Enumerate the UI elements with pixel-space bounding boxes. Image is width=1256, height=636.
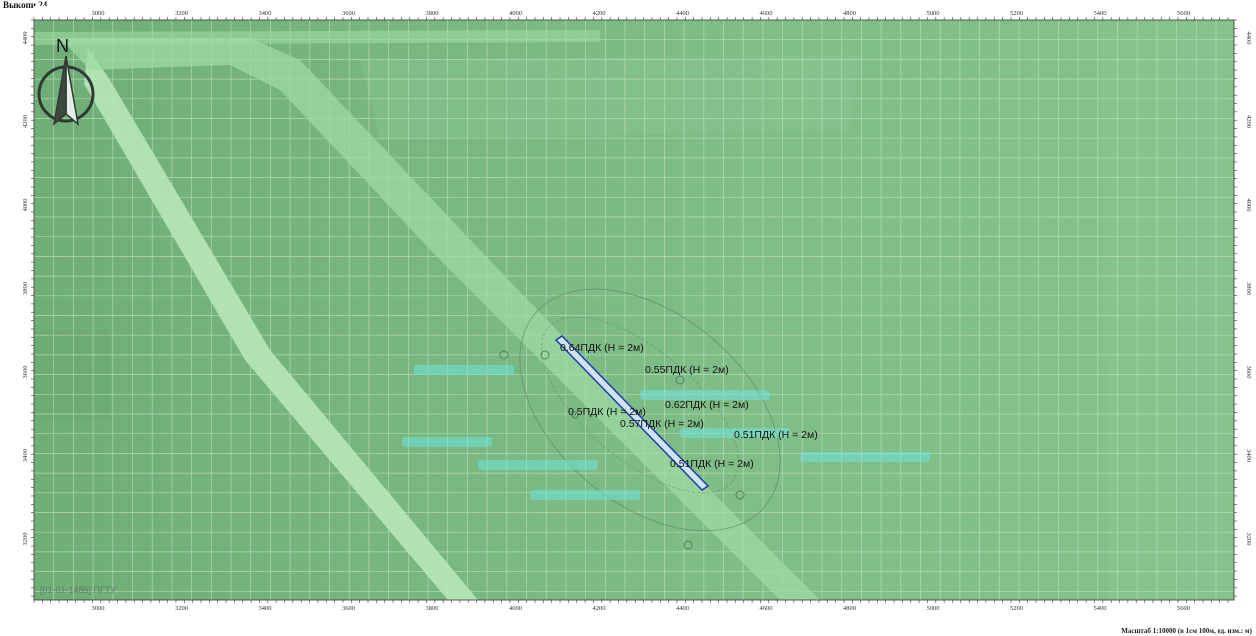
y-tick-label: 4200 <box>22 115 29 128</box>
left-axis-band <box>18 20 34 600</box>
y-tick-label: 3200 <box>22 533 29 546</box>
y-tick-label: 3600 <box>22 366 29 379</box>
map-source-tag: [01-01-1485] ПГТУ <box>40 585 117 595</box>
x-tick-label: 4000 <box>509 10 522 17</box>
conc-label: 0.64ПДК (H = 2м) <box>560 342 644 354</box>
x-tick-label: 3000 <box>92 10 105 17</box>
road-horizontal <box>34 30 600 45</box>
figure-caption: Выкопи 24 <box>3 0 48 10</box>
road-diagonal-left <box>84 48 478 600</box>
right-axis-band <box>1234 20 1254 600</box>
x-tick-label: 5600 <box>1177 605 1190 612</box>
y-tick-label: 3800 <box>1245 282 1252 295</box>
x-tick-label: 4200 <box>593 10 606 17</box>
north-arrow-icon: N <box>34 36 98 132</box>
y-tick-label: 3600 <box>1245 366 1252 379</box>
x-tick-label: 3800 <box>426 10 439 17</box>
y-tick-label: 3400 <box>1245 449 1252 462</box>
x-tick-label: 3200 <box>175 605 188 612</box>
minor-ticks <box>31 17 1237 603</box>
x-tick-label: 3000 <box>92 605 105 612</box>
x-tick-label: 4800 <box>843 10 856 17</box>
x-tick-label: 4800 <box>843 605 856 612</box>
x-tick-label: 4000 <box>509 605 522 612</box>
top-axis-band <box>34 6 1234 20</box>
x-tick-label: 5400 <box>1094 605 1107 612</box>
x-tick-label: 3800 <box>426 605 439 612</box>
concentration-labels: 0.64ПДК (H = 2м) 0.55ПДК (H = 2м) 0.62ПД… <box>560 342 818 470</box>
y-tick-label: 4000 <box>22 199 29 212</box>
x-tick-label: 3400 <box>259 605 272 612</box>
emission-source-line[interactable] <box>554 335 710 491</box>
y-tick-label: 4200 <box>1245 115 1252 128</box>
conc-label: 0.57ПДК (H = 2м) <box>620 418 704 430</box>
north-label: N <box>56 36 69 56</box>
conc-label: 0.5ПДК (H = 2м) <box>568 406 646 418</box>
x-tick-label: 4200 <box>593 605 606 612</box>
y-tick-label: 3400 <box>22 449 29 462</box>
conc-label: 0.62ПДК (H = 2м) <box>665 399 749 411</box>
x-tick-label: 5600 <box>1177 10 1190 17</box>
x-tick-label: 4600 <box>760 605 773 612</box>
bottom-axis-band <box>34 600 1234 614</box>
x-tick-label: 5200 <box>1010 605 1023 612</box>
scale-note: Масштаб 1:10000 (в 1см 100м, ед. изм.: м… <box>1121 627 1252 635</box>
y-tick-label: 3200 <box>1245 533 1252 546</box>
y-axis-left: 4400 4200 4000 3800 3600 3400 3200 <box>22 32 29 546</box>
receptor-points <box>499 350 745 550</box>
y-axis-right: 4400 4200 4000 3800 3600 3400 3200 <box>1245 32 1252 546</box>
x-tick-label: 5000 <box>927 10 940 17</box>
y-tick-label: 4000 <box>1245 199 1252 212</box>
y-tick-label: 4400 <box>22 32 29 45</box>
x-tick-label: 4600 <box>760 10 773 17</box>
y-tick-label: 4400 <box>1245 32 1252 45</box>
x-tick-label: 3600 <box>342 605 355 612</box>
grid-lines <box>33 19 1234 600</box>
x-tick-label: 5200 <box>1010 10 1023 17</box>
map-border <box>33 19 1235 601</box>
conc-label: 0.51ПДК (H = 2м) <box>734 429 818 441</box>
road-diagonal-main <box>60 38 820 600</box>
x-tick-label: 3400 <box>259 10 272 17</box>
x-tick-label: 5000 <box>927 605 940 612</box>
x-tick-label: 3600 <box>342 10 355 17</box>
x-axis-bottom: 3000 3200 3400 3600 3800 4000 4200 4400 4600 4800… <box>92 605 1191 612</box>
y-tick-label: 3800 <box>22 282 29 295</box>
conc-label: 0.51ПДК (H = 2м) <box>670 458 754 470</box>
field-patch <box>34 330 110 420</box>
x-tick-label: 4400 <box>676 605 689 612</box>
field-patch <box>1100 30 1230 600</box>
x-tick-label: 3200 <box>175 10 188 17</box>
cyan-blurred-labels <box>402 365 930 500</box>
conc-label: 0.55ПДК (H = 2м) <box>645 364 729 376</box>
x-tick-label: 5400 <box>1094 10 1107 17</box>
sanitary-zone-outer <box>519 288 781 532</box>
sanitary-zone-inner <box>541 316 739 494</box>
x-tick-label: 4400 <box>676 10 689 17</box>
x-axis-top: 3000 3200 3400 3600 3800 4000 4200 4400 4600 4800… <box>92 10 1191 17</box>
field-patch <box>360 55 860 140</box>
